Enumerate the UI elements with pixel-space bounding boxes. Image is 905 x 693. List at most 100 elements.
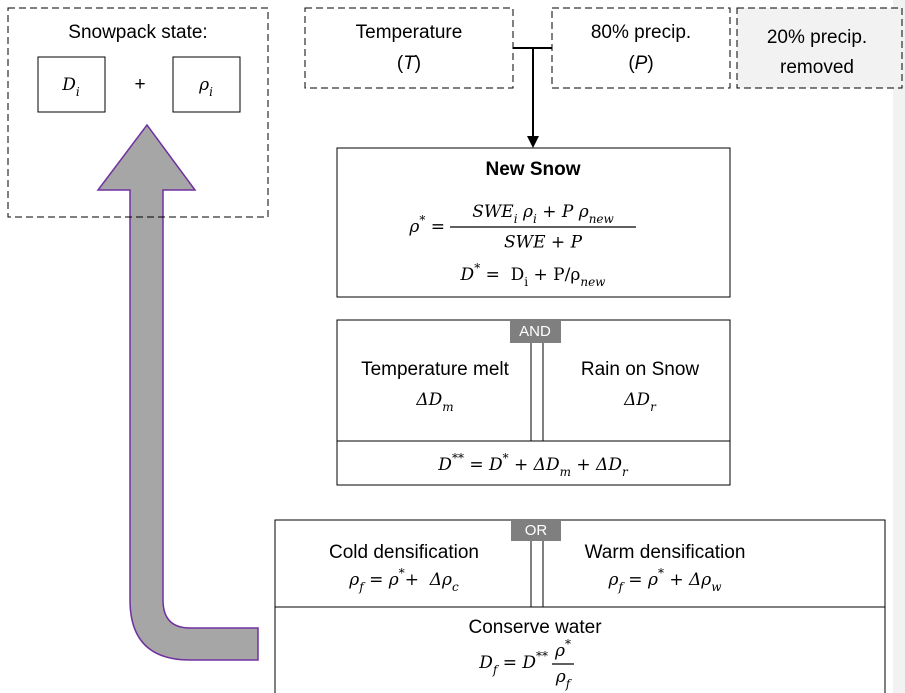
and-tag bbox=[510, 319, 561, 343]
melt-box bbox=[336, 319, 731, 486]
formula: ΔDr bbox=[623, 390, 657, 414]
side-strip bbox=[893, 0, 905, 693]
text-part: P bbox=[635, 53, 648, 74]
rain-label: Rain on Snow bbox=[581, 359, 700, 380]
text-part: ** bbox=[452, 451, 464, 465]
text-part: ( bbox=[397, 53, 404, 74]
text-part: r bbox=[650, 400, 657, 414]
text-part: f bbox=[617, 580, 625, 594]
temperature-box bbox=[304, 7, 514, 89]
text-part: c bbox=[452, 580, 459, 594]
text-part: ρ bbox=[518, 202, 533, 222]
arrow-head bbox=[527, 136, 539, 148]
depth-box bbox=[37, 56, 106, 113]
text-part: ρ bbox=[554, 641, 565, 661]
text-part: f bbox=[358, 580, 366, 594]
plus: + bbox=[134, 74, 145, 95]
melt-label: Temperature melt bbox=[361, 359, 510, 380]
text-part: * bbox=[565, 637, 571, 651]
tag-label: AND bbox=[519, 323, 551, 340]
removed-box bbox=[736, 7, 903, 89]
text-part: f bbox=[492, 663, 500, 677]
new-snow-title: New Snow bbox=[485, 159, 580, 180]
text-part: D bbox=[478, 653, 493, 673]
text-part: f bbox=[565, 677, 573, 691]
text-part: D bbox=[61, 75, 76, 95]
formula: ρ* bbox=[554, 637, 571, 661]
temperature-symbol: (T) bbox=[397, 53, 421, 74]
text-part: D bbox=[460, 265, 475, 285]
formula: D* = Di + P/ρnew bbox=[460, 261, 607, 289]
text-part: i bbox=[76, 85, 80, 99]
text-part: i bbox=[514, 212, 518, 226]
text-part: * bbox=[474, 261, 480, 275]
removed-label: removed bbox=[780, 57, 854, 78]
text-part: ** bbox=[536, 649, 548, 663]
text-part: i bbox=[524, 275, 528, 289]
text-part: * bbox=[419, 213, 425, 227]
text-part: ) bbox=[415, 53, 421, 74]
text-part: ρ bbox=[198, 75, 209, 95]
text-part: r bbox=[622, 465, 629, 479]
formula: ΔDm bbox=[415, 390, 453, 414]
text-part: ρ bbox=[555, 667, 566, 687]
tag-label: OR bbox=[525, 522, 548, 539]
formula: ρf bbox=[555, 667, 573, 691]
text-part: = bbox=[425, 217, 445, 237]
snowpack-title: Snowpack state: bbox=[68, 22, 207, 43]
text-part: i bbox=[533, 212, 537, 226]
text-part: ρ bbox=[607, 570, 618, 590]
text-part: ( bbox=[628, 53, 635, 74]
text-part: = D bbox=[497, 653, 536, 673]
formula: SWE + P bbox=[504, 233, 583, 253]
text-part: m bbox=[442, 400, 453, 414]
text-part: + P ρ bbox=[537, 202, 589, 222]
warm-label: Warm densification bbox=[585, 542, 746, 563]
text-part: + ΔD bbox=[571, 455, 622, 475]
text-part: i bbox=[209, 85, 213, 99]
conserve-label: Conserve water bbox=[468, 617, 602, 638]
depth-symbol: Di bbox=[61, 75, 80, 99]
text-part: = ρ bbox=[623, 570, 658, 590]
text-part: new bbox=[580, 275, 606, 289]
cold-label: Cold densification bbox=[329, 542, 479, 563]
precip-label: 80% precip. bbox=[591, 22, 691, 43]
or-tag bbox=[511, 519, 561, 541]
formula: ρ* = bbox=[408, 213, 445, 237]
formula: ρf = ρ* + Δρw bbox=[607, 566, 722, 594]
text-part: + Δρ bbox=[405, 570, 452, 590]
text-part: ΔD bbox=[623, 390, 650, 410]
formula: Df = D** bbox=[478, 649, 548, 677]
formula: D** = D* + ΔDm + ΔDr bbox=[437, 451, 629, 479]
text-part: ) bbox=[647, 53, 653, 74]
text-part: * bbox=[399, 566, 405, 580]
removed-label: 20% precip. bbox=[767, 27, 867, 48]
return-arrow bbox=[96, 123, 259, 661]
text-part: new bbox=[589, 212, 615, 226]
text-part: ΔD bbox=[415, 390, 442, 410]
text-part: = ρ bbox=[364, 570, 399, 590]
text-part: m bbox=[560, 465, 571, 479]
text-part: w bbox=[711, 580, 722, 594]
formula: SWEi ρi + P ρnew bbox=[472, 202, 614, 226]
formula: ρf = ρ*+ Δρc bbox=[348, 566, 459, 594]
text-part: * bbox=[503, 451, 509, 465]
density-box bbox=[172, 56, 241, 113]
snowpack-box bbox=[7, 7, 269, 218]
text-part: ρ bbox=[408, 217, 419, 237]
text-part: + Δρ bbox=[664, 570, 711, 590]
text-part: SWE bbox=[472, 202, 514, 222]
density-symbol: ρi bbox=[198, 75, 213, 99]
precip-symbol: (P) bbox=[628, 53, 653, 74]
text-part: D bbox=[437, 455, 452, 475]
text-part: * bbox=[658, 566, 664, 580]
new-snow-box bbox=[336, 147, 731, 298]
temperature-label: Temperature bbox=[356, 22, 463, 43]
text-part: T bbox=[403, 53, 416, 74]
text-part: + ΔD bbox=[509, 455, 560, 475]
precip-box bbox=[551, 7, 731, 89]
text-part: ρ bbox=[348, 570, 359, 590]
text-part: = D bbox=[464, 455, 503, 475]
text-part: + P/ρ bbox=[528, 265, 580, 285]
